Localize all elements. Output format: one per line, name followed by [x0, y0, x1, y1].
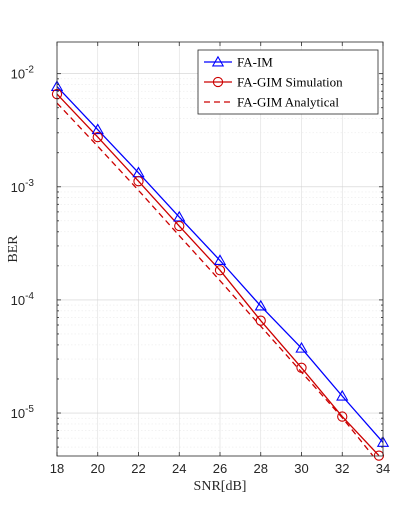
series-point-1: [337, 411, 348, 422]
series-line-1: [57, 93, 380, 456]
y-tick-label: 10-5: [11, 404, 35, 421]
legend-label-1: FA-GIM Simulation: [237, 75, 343, 90]
series-line-0: [57, 86, 383, 443]
x-tick-label: 22: [131, 461, 145, 476]
legend-label-2: FA-GIM Analytical: [237, 95, 339, 110]
y-tick-label: 10-4: [11, 291, 35, 308]
x-tick-label: 18: [50, 461, 64, 476]
legend: FA-IM FA-GIM Simulation FA-GIM Analytical: [197, 49, 379, 115]
series-layer: [50, 80, 390, 461]
x-tick-label: 28: [254, 461, 268, 476]
series-point-1: [92, 131, 103, 143]
y-tick-label: 10-3: [11, 178, 35, 195]
series-point-0: [91, 123, 104, 135]
x-tick-label: 24: [172, 461, 186, 476]
x-tick-label: 32: [335, 461, 349, 476]
x-tick-label: 30: [294, 461, 308, 476]
series-point-0: [336, 389, 349, 401]
legend-marker-1: [212, 76, 224, 88]
series-point-1: [174, 220, 185, 232]
series-point-1: [214, 265, 226, 276]
series-clipped: [57, 86, 383, 456]
legend-label-0: FA-IM: [237, 55, 273, 70]
series-point-1: [296, 362, 307, 373]
series-point-0: [254, 299, 267, 311]
legend-marker-0: [211, 55, 225, 67]
y-axis-title: BER: [6, 235, 21, 263]
series-point-0: [295, 341, 308, 353]
x-tick-label: 34: [376, 461, 390, 476]
series-point-0: [213, 254, 227, 265]
x-tick-label: 26: [213, 461, 227, 476]
x-tick-label: 20: [91, 461, 105, 476]
series-point-1: [255, 315, 266, 326]
y-tick-label: 10-2: [11, 65, 35, 82]
axis-ticks: 18 20 22 24 26 28 30 32 34 10-2 10-3 10-4 10-5: [11, 42, 390, 476]
series-point-1: [133, 176, 144, 187]
x-axis-title: SNR[dB]: [194, 479, 247, 494]
series-line-2: [57, 102, 374, 456]
